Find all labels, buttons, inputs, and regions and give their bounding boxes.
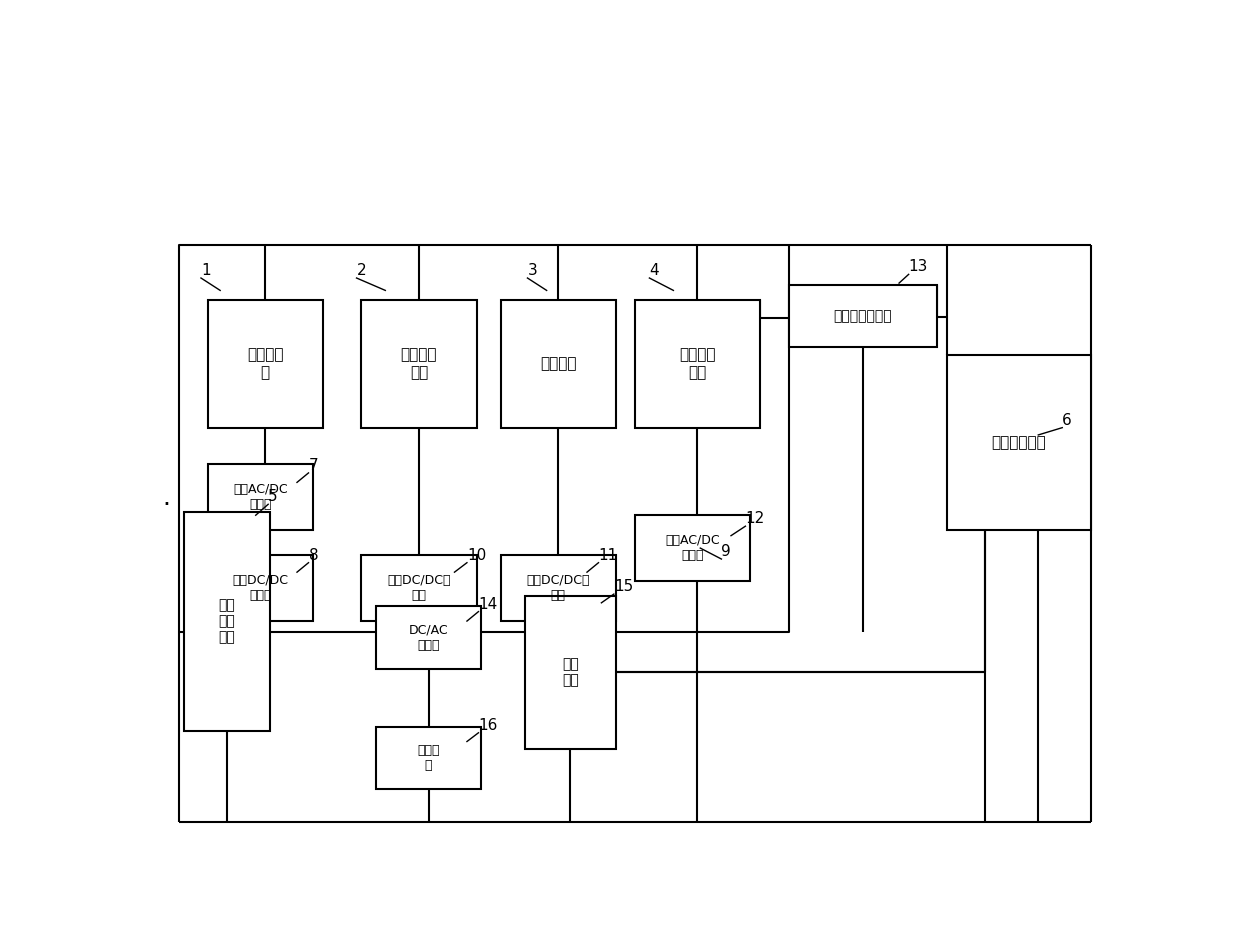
Text: 4: 4: [649, 263, 659, 278]
Text: 12: 12: [746, 511, 764, 526]
Text: 第二DC/DC转
换器: 第二DC/DC转 换器: [387, 574, 451, 602]
Text: 柴油发电
机组: 柴油发电 机组: [679, 348, 716, 380]
Text: 1: 1: [201, 263, 211, 278]
Text: 9: 9: [721, 544, 731, 559]
Text: 14: 14: [478, 596, 498, 611]
Text: 第二AC/DC
变流器: 第二AC/DC 变流器: [665, 534, 720, 562]
Text: 3: 3: [528, 263, 538, 278]
FancyBboxPatch shape: [208, 300, 323, 428]
Text: 可控
负载: 可控 负载: [561, 657, 579, 687]
FancyBboxPatch shape: [501, 556, 616, 621]
FancyBboxPatch shape: [208, 556, 313, 621]
Text: 光伏发电
阵列: 光伏发电 阵列: [400, 348, 437, 380]
Text: 11: 11: [598, 548, 618, 563]
Text: 7: 7: [309, 458, 318, 473]
Text: 5: 5: [268, 489, 278, 504]
Text: 第三DC/DC转
换器: 第三DC/DC转 换器: [527, 574, 590, 602]
FancyBboxPatch shape: [947, 355, 1092, 530]
FancyBboxPatch shape: [375, 727, 481, 789]
Text: 第一DC/DC
转换器: 第一DC/DC 转换器: [233, 574, 289, 602]
Text: 15: 15: [613, 579, 633, 594]
Text: ·: ·: [162, 493, 171, 517]
FancyBboxPatch shape: [362, 556, 477, 621]
FancyBboxPatch shape: [362, 300, 477, 428]
Text: 2: 2: [357, 263, 367, 278]
Text: 蓄电池组: 蓄电池组: [540, 356, 576, 372]
FancyBboxPatch shape: [789, 285, 938, 347]
Text: 数字信号处理器: 数字信号处理器: [834, 309, 892, 323]
Text: 微网监控系统: 微网监控系统: [991, 435, 1047, 449]
Text: 13: 13: [908, 260, 928, 274]
Text: 交流负
载: 交流负 载: [418, 744, 440, 772]
Text: 16: 16: [478, 718, 498, 733]
FancyBboxPatch shape: [501, 300, 616, 428]
Text: 风力发电
机: 风力发电 机: [247, 348, 284, 380]
Text: 通信
基站
负荷: 通信 基站 负荷: [218, 598, 235, 645]
FancyBboxPatch shape: [636, 516, 751, 581]
FancyBboxPatch shape: [375, 607, 481, 668]
Text: DC/AC
变流器: DC/AC 变流器: [409, 624, 449, 651]
Text: 6: 6: [1062, 412, 1072, 428]
FancyBboxPatch shape: [524, 595, 616, 749]
FancyBboxPatch shape: [208, 465, 313, 530]
Text: 10: 10: [467, 548, 486, 563]
Text: 第一AC/DC
变流器: 第一AC/DC 变流器: [233, 483, 287, 511]
FancyBboxPatch shape: [636, 300, 760, 428]
Text: 8: 8: [309, 548, 318, 563]
FancyBboxPatch shape: [183, 512, 270, 731]
